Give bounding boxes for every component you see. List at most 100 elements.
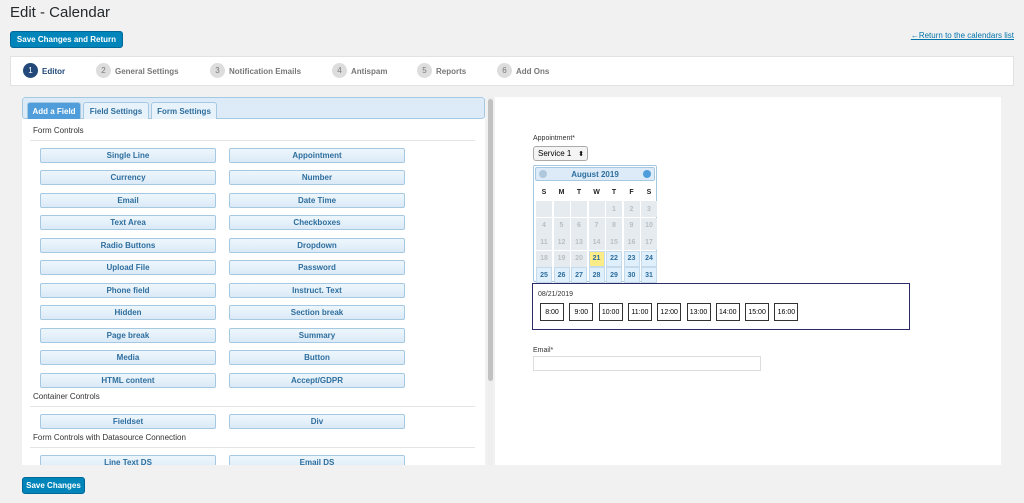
save-return-button[interactable]: Save Changes and Return bbox=[10, 31, 123, 48]
field-button[interactable]: Page break bbox=[40, 327, 216, 343]
step-number: 5 bbox=[417, 63, 432, 78]
field-button[interactable]: Hidden bbox=[40, 305, 216, 320]
field-button[interactable]: Appointment bbox=[229, 147, 405, 163]
field-button[interactable]: Accept/GDPR bbox=[229, 372, 405, 388]
field-label: Appointment* bbox=[533, 135, 576, 142]
tab-bar: Add a Field Field Settings Form Settings bbox=[22, 97, 485, 119]
day: 15 bbox=[606, 234, 622, 250]
time-slot[interactable]: 8:00 bbox=[540, 303, 564, 321]
save-button[interactable]: Save Changes bbox=[22, 477, 85, 494]
day: 12 bbox=[553, 234, 570, 250]
tab[interactable]: Field Settings bbox=[83, 102, 149, 119]
day[interactable]: 22 bbox=[606, 250, 622, 267]
form-preview: Appointment* Service 1 ⬍ August 2019 S M T W T F S… bbox=[495, 97, 1001, 465]
return-link[interactable]: ←Return to the calendars list bbox=[910, 31, 1014, 40]
day[interactable]: 28 bbox=[588, 267, 605, 283]
day[interactable]: 25 bbox=[536, 267, 552, 283]
field-button[interactable]: Summary bbox=[229, 327, 405, 343]
time-slot[interactable]: 14:00 bbox=[715, 303, 740, 321]
step-label[interactable]: Antispam bbox=[351, 67, 388, 76]
field-button[interactable]: Password bbox=[229, 260, 405, 275]
step-number: 6 bbox=[497, 63, 512, 78]
field-button[interactable]: Upload File bbox=[40, 260, 216, 275]
page-title: Edit - Calendar bbox=[10, 4, 111, 21]
time-slot[interactable]: 9:00 bbox=[569, 303, 594, 321]
day[interactable]: 24 bbox=[641, 250, 657, 267]
calendar: August 2019 S M T W T F S 1 2 3 4 5 6 7 8 9 10 11 12 13 14 15 1… bbox=[533, 165, 657, 283]
step-label[interactable]: Reports bbox=[436, 67, 467, 76]
weekday: F bbox=[629, 188, 634, 196]
section-title: Form Controls with Datasource Connection bbox=[33, 433, 186, 442]
time-slots: 08/21/2019 8:00 9:00 10:00 11:00 12:00 13:00 14… bbox=[532, 283, 910, 330]
field-button[interactable]: Currency bbox=[40, 170, 216, 185]
email-input[interactable] bbox=[533, 356, 761, 371]
day-empty bbox=[571, 201, 587, 217]
weekday: W bbox=[593, 188, 600, 196]
day: 3 bbox=[641, 201, 657, 217]
step-number: 2 bbox=[96, 63, 111, 78]
field-button[interactable]: Fieldset bbox=[40, 413, 216, 429]
day: 2 bbox=[623, 201, 640, 217]
step-label[interactable]: Add Ons bbox=[516, 67, 550, 76]
field-button[interactable]: Media bbox=[40, 350, 216, 365]
field-button[interactable]: Dropdown bbox=[229, 237, 405, 253]
field-button[interactable]: Email DS bbox=[229, 454, 405, 465]
field-button[interactable]: Email bbox=[40, 192, 216, 208]
day: 20 bbox=[571, 250, 587, 267]
day: 11 bbox=[536, 234, 552, 250]
field-button[interactable]: Instruct. Text bbox=[229, 282, 405, 298]
service-select[interactable]: Service 1 ⬍ bbox=[533, 146, 588, 161]
time-slot[interactable]: 11:00 bbox=[627, 303, 652, 321]
field-button[interactable]: Number bbox=[229, 170, 405, 185]
field-button[interactable]: Checkboxes bbox=[229, 215, 405, 230]
time-slot[interactable]: 13:00 bbox=[686, 303, 711, 321]
field-button[interactable]: Text Area bbox=[40, 215, 216, 230]
field-button[interactable]: Div bbox=[229, 413, 405, 429]
day[interactable]: 23 bbox=[623, 250, 640, 267]
selected-date: 08/21/2019 bbox=[538, 291, 574, 298]
day-empty bbox=[588, 201, 605, 217]
field-button[interactable]: HTML content bbox=[40, 372, 216, 388]
day: 8 bbox=[606, 217, 622, 234]
field-button[interactable]: Line Text DS bbox=[40, 454, 216, 465]
time-slot[interactable]: 10:00 bbox=[598, 303, 623, 321]
step-number: 3 bbox=[210, 63, 225, 78]
day[interactable]: 31 bbox=[641, 267, 657, 283]
weekday: S bbox=[646, 188, 652, 196]
time-slot[interactable]: 15:00 bbox=[745, 303, 770, 321]
day: 5 bbox=[553, 217, 570, 234]
tab[interactable]: Add a Field bbox=[27, 102, 81, 119]
calendar-month: August 2019 bbox=[571, 170, 619, 179]
field-label: Email* bbox=[533, 347, 554, 354]
day[interactable]: 21 bbox=[588, 250, 605, 267]
section-divider bbox=[30, 406, 475, 407]
day-empty bbox=[553, 201, 570, 217]
prev-month[interactable] bbox=[539, 170, 547, 178]
field-button[interactable]: Radio Buttons bbox=[40, 237, 216, 253]
day[interactable]: 26 bbox=[553, 267, 570, 283]
step-label[interactable]: Notification Emails bbox=[229, 67, 302, 76]
day: 16 bbox=[623, 234, 640, 250]
day[interactable]: 30 bbox=[623, 267, 640, 283]
field-button[interactable]: Date Time bbox=[229, 192, 405, 208]
time-slot[interactable]: 12:00 bbox=[657, 303, 682, 321]
day-empty bbox=[536, 201, 552, 217]
field-button[interactable]: Section break bbox=[229, 305, 405, 320]
tab[interactable]: Form Settings bbox=[151, 102, 217, 119]
field-button[interactable]: Phone field bbox=[40, 282, 216, 298]
scrollbar bbox=[488, 97, 493, 465]
section-divider bbox=[30, 140, 475, 141]
step-label[interactable]: General Settings bbox=[115, 67, 179, 76]
step-label[interactable]: Editor bbox=[42, 67, 66, 76]
day[interactable]: 27 bbox=[571, 267, 587, 283]
day: 13 bbox=[571, 234, 587, 250]
field-button[interactable]: Button bbox=[229, 350, 405, 365]
day: 19 bbox=[553, 250, 570, 267]
field-button[interactable]: Single Line bbox=[40, 147, 216, 163]
next-month[interactable] bbox=[643, 170, 651, 178]
steps-bar: 1 Editor 2 General Settings 3 Notification Em… bbox=[10, 56, 1014, 86]
day[interactable]: 29 bbox=[606, 267, 622, 283]
section-title: Form Controls bbox=[33, 126, 84, 135]
time-slot[interactable]: 16:00 bbox=[774, 303, 799, 321]
weekday: S bbox=[541, 188, 547, 196]
